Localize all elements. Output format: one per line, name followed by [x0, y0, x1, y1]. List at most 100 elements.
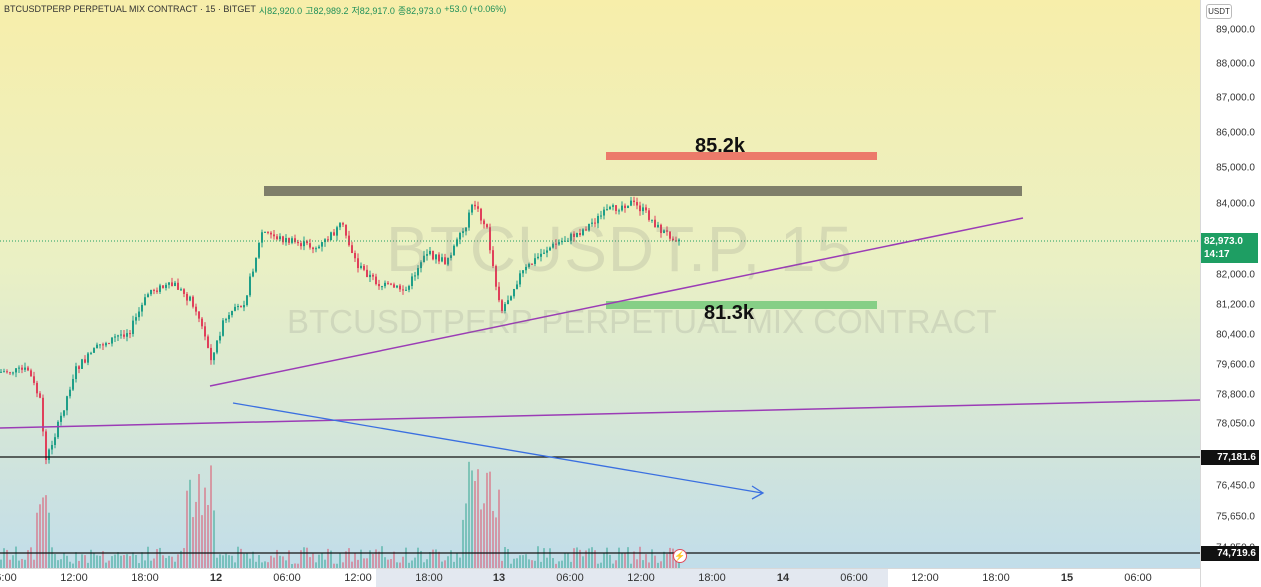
candle-body	[126, 333, 128, 337]
level-label-77181[interactable]: 77,181.6	[1201, 450, 1259, 465]
time-tick: 06:00	[556, 572, 584, 584]
candle-body	[66, 396, 68, 411]
volume-bar	[300, 550, 302, 568]
currency-button[interactable]: USDT	[1206, 4, 1232, 19]
price-tick: 86,000.0	[1216, 127, 1255, 139]
candle-body	[333, 232, 335, 236]
lightning-alert-icon[interactable]: ⚡	[673, 549, 687, 563]
time-tick: 06:00	[840, 572, 868, 584]
volume-bar	[141, 552, 143, 568]
volume-bar	[447, 556, 449, 568]
volume-bar	[252, 551, 254, 568]
candle-body	[612, 205, 614, 207]
candle-body	[411, 276, 413, 287]
candle-body	[585, 229, 587, 231]
volume-bar	[159, 547, 161, 568]
candle-body	[243, 305, 245, 308]
time-tick: 13	[492, 572, 506, 584]
candle-body	[462, 231, 464, 234]
volume-bar	[228, 555, 230, 568]
volume-bar	[576, 547, 578, 568]
volume-bar	[87, 562, 89, 568]
volume-bar	[258, 555, 260, 568]
candle-body	[363, 265, 365, 270]
volume-bar	[525, 554, 527, 568]
candle-body	[108, 343, 110, 345]
candle-body	[573, 233, 575, 237]
chart-plot-area[interactable]: BTCUSDT.P, 15 BTCUSDTPERP PERPETUAL MIX …	[0, 0, 1200, 568]
volume-bar	[387, 559, 389, 568]
volume-bar	[426, 559, 428, 568]
candle-body	[627, 205, 629, 209]
time-axis[interactable]: 6:00 12:00 18:00 12 06:00 12:00 18:00 13…	[0, 568, 1200, 587]
volume-bar	[99, 555, 101, 568]
current-price-label[interactable]: 82,973.0 14:17	[1201, 233, 1258, 263]
volume-bar	[333, 563, 335, 568]
volume-bar	[531, 560, 533, 568]
volume-bar	[33, 559, 35, 568]
candle-body	[201, 318, 203, 327]
volume-bar	[438, 551, 440, 568]
volume-bar	[498, 489, 500, 568]
volume-bar	[174, 561, 176, 568]
time-tick: 12:00	[60, 572, 88, 584]
support-zone-81k[interactable]	[606, 301, 877, 309]
volume-bar	[330, 550, 332, 568]
volume-bar	[237, 546, 239, 568]
price-axis[interactable]: 89,000.0 88,000.0 87,000.0 86,000.0 85,0…	[1200, 0, 1261, 587]
candle-body	[636, 202, 638, 206]
volume-bar	[456, 553, 458, 568]
candle-body	[75, 366, 77, 380]
symbol-title[interactable]: BTCUSDTPERP PERPETUAL MIX CONTRACT · 15 …	[4, 4, 256, 14]
candle-body	[270, 232, 272, 235]
candle-body	[345, 224, 347, 236]
volume-bar	[129, 556, 131, 568]
volume-bar	[555, 563, 557, 568]
volume-bar	[201, 515, 203, 568]
time-tick: 12	[209, 572, 223, 584]
chart-canvas[interactable]	[0, 0, 1200, 568]
level-label-74719[interactable]: 74,719.6	[1201, 546, 1259, 561]
long-trendline[interactable]	[0, 399, 1200, 429]
candle-body	[288, 238, 290, 243]
candle-body	[453, 245, 455, 256]
volume-bar	[255, 561, 257, 568]
candle-body	[489, 227, 491, 251]
volume-bar	[318, 554, 320, 568]
volume-bar	[231, 555, 233, 568]
candle-body	[135, 317, 137, 321]
ascending-trendline[interactable]	[209, 217, 1024, 387]
candle-body	[165, 284, 167, 288]
volume-bar	[189, 479, 191, 568]
volume-bar	[561, 560, 563, 568]
time-tick: 15	[1060, 572, 1074, 584]
arrow-line[interactable]	[232, 402, 763, 494]
volume-bar	[399, 562, 401, 568]
candle-body	[9, 372, 11, 374]
volume-bar	[534, 560, 536, 568]
time-range-highlight	[376, 569, 888, 587]
resistance-zone-top[interactable]	[264, 186, 1022, 196]
candle-body	[138, 311, 140, 318]
volume-bar	[579, 549, 581, 568]
resistance-label[interactable]: 85.2k	[695, 135, 746, 157]
candle-body	[315, 248, 317, 250]
candle-body	[78, 366, 80, 369]
volume-bar	[654, 555, 656, 568]
volume-bar	[93, 552, 95, 568]
candle-body	[330, 232, 332, 241]
volume-bar	[351, 561, 353, 568]
volume-bar	[27, 550, 29, 568]
volume-bar	[657, 562, 659, 568]
legend-header[interactable]: BTCUSDTPERP PERPETUAL MIX CONTRACT · 15 …	[4, 4, 506, 18]
volume-bar	[12, 555, 14, 568]
candle-body	[624, 205, 626, 209]
resistance-zone-85k[interactable]	[606, 152, 877, 160]
volume-bar	[495, 517, 497, 568]
candle-body	[429, 250, 431, 255]
volume-bar	[336, 563, 338, 568]
support-label[interactable]: 81.3k	[704, 302, 755, 324]
candle-body	[420, 262, 422, 269]
candle-body	[387, 282, 389, 284]
candle-body	[111, 337, 113, 344]
